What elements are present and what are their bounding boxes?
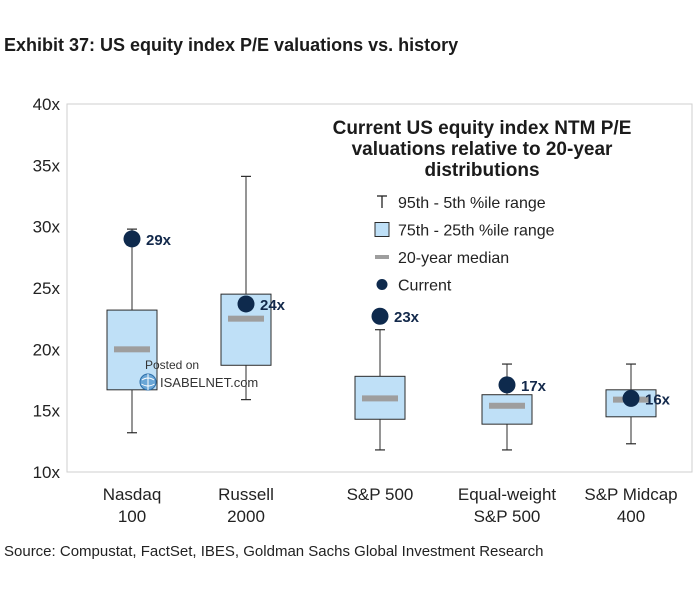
- legend-label: 20-year median: [398, 250, 509, 267]
- y-tick-label: 30x: [33, 218, 61, 237]
- y-tick-label: 25x: [33, 279, 61, 298]
- legend-current-symbol: [376, 279, 388, 290]
- chart-title: Current US equity index NTM P/Evaluation…: [333, 118, 632, 181]
- median-mark: [114, 346, 150, 353]
- globe-icon: [139, 373, 157, 391]
- chart-title-line: distributions: [424, 160, 539, 181]
- median-mark: [362, 395, 398, 402]
- iqr-box: [481, 394, 533, 425]
- plot-frame: [66, 103, 693, 473]
- watermark-site: ISABELNET.com: [160, 374, 259, 390]
- x-category-label: S&P 500: [474, 507, 541, 526]
- watermark: Posted on ISABELNET.com: [139, 358, 258, 391]
- current-marker: [123, 230, 141, 248]
- current-marker: [622, 389, 640, 407]
- current-value-label: 17x: [521, 378, 547, 395]
- y-tick-label: 40x: [33, 95, 61, 114]
- x-category-label: S&P 500: [347, 485, 414, 504]
- x-category-label: S&P Midcap: [584, 485, 677, 504]
- x-category-label: 2000: [227, 507, 265, 526]
- legend-label: Current: [398, 278, 452, 295]
- median-mark: [228, 315, 264, 322]
- median-mark: [489, 402, 525, 409]
- legend-label: 75th - 25th %ile range: [398, 223, 555, 240]
- x-category-label: Russell: [218, 485, 274, 504]
- current-marker: [237, 295, 255, 313]
- y-axis: 10x 15x 20x 25x 30x 35x 40x: [33, 95, 61, 482]
- legend-box-symbol: [374, 222, 390, 237]
- chart-title-line: Current US equity index NTM P/E: [333, 118, 632, 139]
- x-axis: Nasdaq 100 Russell 2000 S&P 500 Equal-weight S…: [103, 485, 678, 526]
- current-value-label: 16x: [645, 391, 671, 408]
- current-value-label: 23x: [394, 309, 420, 326]
- source-note: Source: Compustat, FactSet, IBES, Goldma…: [4, 543, 544, 560]
- box-series: 29x 24x 23x 17x 16x: [106, 175, 671, 451]
- exhibit-title: Exhibit 37: US equity index P/E valuatio…: [4, 35, 459, 55]
- x-category-label: 100: [118, 507, 146, 526]
- current-marker: [498, 376, 516, 394]
- y-tick-label: 15x: [33, 402, 61, 421]
- current-value-label: 24x: [260, 297, 286, 314]
- x-category-label: Equal-weight: [458, 485, 557, 504]
- chart-title-line: valuations relative to 20-year: [352, 139, 613, 160]
- watermark-posted: Posted on: [145, 358, 200, 372]
- x-category-label: Nasdaq: [103, 485, 162, 504]
- y-tick-label: 20x: [33, 340, 61, 359]
- legend-median-symbol: [375, 255, 389, 259]
- x-category-label: 400: [617, 507, 645, 526]
- y-tick-label: 10x: [33, 463, 61, 482]
- current-marker: [371, 307, 389, 325]
- y-tick-label: 35x: [33, 156, 61, 175]
- legend: 95th - 5th %ile range 75th - 25th %ile ra…: [374, 195, 555, 295]
- current-value-label: 29x: [146, 232, 172, 249]
- legend-label: 95th - 5th %ile range: [398, 195, 546, 212]
